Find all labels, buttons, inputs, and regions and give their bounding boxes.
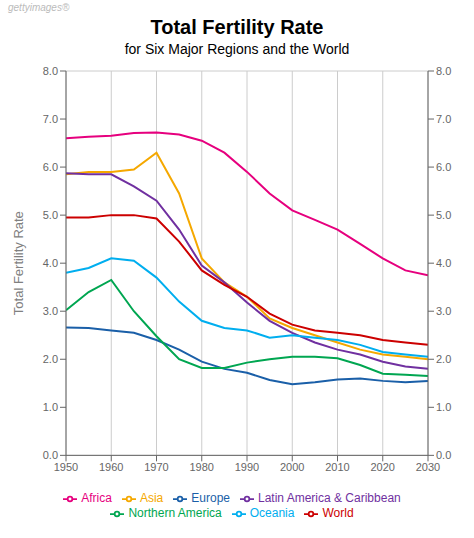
html-text:Europe: Europe (191, 491, 230, 506)
svg-text:1990: 1990 (235, 461, 259, 473)
svg-text:1980: 1980 (190, 461, 214, 473)
svg-text:5.0: 5.0 (43, 209, 58, 221)
svg-text:7.0: 7.0 (436, 113, 451, 125)
svg-text:3.0: 3.0 (436, 305, 451, 317)
html-text:Asia: Asia (139, 491, 164, 506)
html-text:Latin America & Caribbean: Latin America & Caribbean (258, 491, 401, 506)
svg-text:2.0: 2.0 (43, 353, 58, 365)
svg-text:6.0: 6.0 (436, 161, 451, 173)
svg-text:8.0: 8.0 (436, 65, 451, 77)
html-text:World: World (322, 506, 354, 521)
svg-text:1.0: 1.0 (43, 401, 58, 413)
svg-text:2010: 2010 (325, 461, 349, 473)
svg-text:1960: 1960 (99, 461, 123, 473)
svg-text:7.0: 7.0 (43, 113, 58, 125)
html-text:Total Fertility Rate: Total Fertility Rate (150, 16, 324, 38)
svg-text:4.0: 4.0 (436, 257, 451, 269)
html-text:Northern America: Northern America (128, 506, 222, 521)
svg-text:Total Fertility Rate: Total Fertility Rate (11, 211, 26, 315)
html-text:Africa: Africa (81, 491, 112, 506)
svg-text:2.0: 2.0 (436, 353, 451, 365)
html-text:for Six Major Regions and the: for Six Major Regions and the World (124, 41, 350, 57)
svg-text:0.0: 0.0 (43, 449, 58, 461)
svg-text:2030: 2030 (416, 461, 440, 473)
svg-text:1970: 1970 (144, 461, 168, 473)
svg-text:5.0: 5.0 (436, 209, 451, 221)
svg-text:6.0: 6.0 (43, 161, 58, 173)
svg-text:2000: 2000 (280, 461, 304, 473)
svg-text:1.0: 1.0 (436, 401, 451, 413)
svg-text:1950: 1950 (54, 461, 78, 473)
svg-text:4.0: 4.0 (43, 257, 58, 269)
svg-text:8.0: 8.0 (43, 65, 58, 77)
svg-text:0.0: 0.0 (436, 449, 451, 461)
svg-text:3.0: 3.0 (43, 305, 58, 317)
html-text:Oceania: Oceania (249, 506, 295, 521)
svg-text:2020: 2020 (371, 461, 395, 473)
html-text:gettyimages®: gettyimages® (8, 2, 70, 13)
